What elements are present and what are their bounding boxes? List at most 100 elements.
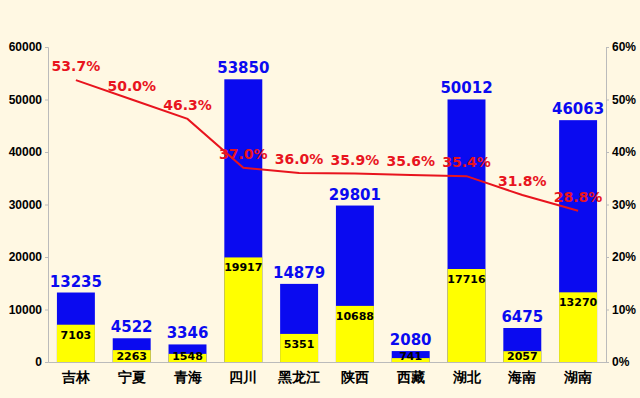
tick-label: 0% (612, 355, 630, 369)
data-label: 35.9% (331, 152, 380, 168)
data-label: 2263 (116, 350, 147, 363)
tick-mark (45, 205, 48, 206)
tick: 20000 (9, 250, 48, 264)
tick: 吉林 (61, 362, 91, 385)
data-label: 7103 (61, 329, 92, 342)
data-label: 29801 (329, 186, 381, 204)
axis-line (45, 48, 49, 363)
bar (113, 338, 151, 362)
tick-mark (45, 310, 48, 311)
data-label: 1548 (172, 350, 203, 363)
axis-line (607, 48, 610, 363)
tick-label: 30% (612, 198, 636, 212)
bar (280, 284, 318, 362)
data-label: 19917 (224, 261, 262, 274)
data-label: 31.8% (498, 173, 547, 189)
data-label: 46063 (552, 100, 604, 118)
data-label: 6475 (501, 308, 543, 326)
axis: 0100002000030000400005000060000 (9, 40, 49, 369)
bar (57, 325, 95, 362)
tick-label: 湖北 (452, 369, 482, 385)
tick: 0% (606, 355, 630, 369)
tick: 青海 (173, 362, 202, 385)
data-labels: 1323545223346538501487929801208050012647… (50, 58, 604, 363)
data-label: 741 (399, 350, 422, 363)
tick-label: 吉林 (61, 369, 91, 385)
tick: 湖北 (452, 362, 482, 385)
tick-label: 海南 (507, 369, 536, 385)
tick-mark (606, 257, 609, 258)
bar (448, 269, 486, 362)
tick: 50000 (9, 93, 48, 107)
tick-mark (606, 310, 609, 311)
tick: 四川 (229, 362, 257, 385)
tick-mark (45, 47, 48, 48)
data-label: 13235 (50, 273, 102, 291)
data-label: 13270 (559, 296, 598, 309)
tick-label: 60000 (9, 40, 43, 54)
tick: 30% (606, 198, 636, 212)
bar (224, 257, 262, 362)
data-label: 36.0% (275, 151, 324, 167)
tick-label: 宁夏 (118, 369, 146, 385)
axis: 0% 10% 20% 30% 40% 50% 60% (606, 40, 636, 369)
data-label: 28.8% (554, 189, 603, 205)
tick: 宁夏 (118, 362, 146, 385)
tick-mark (606, 152, 609, 153)
axis: 吉林 宁夏 青海 四川 黑龙江 陕西 西藏 湖北 海南 湖南 (49, 362, 607, 385)
line (76, 80, 578, 211)
tick: 20% (606, 250, 636, 264)
tick: 50% (606, 93, 636, 107)
tick-label: 50000 (9, 93, 43, 107)
tick: 湖南 (563, 362, 592, 385)
tick-label: 青海 (173, 369, 202, 385)
data-label: 4522 (111, 318, 153, 336)
tick: 黑龙江 (277, 362, 320, 385)
tick-label: 四川 (229, 369, 257, 385)
data-label: 50012 (440, 79, 492, 97)
data-label: 5351 (284, 338, 315, 351)
tick: 40% (606, 145, 636, 159)
data-label: 53850 (217, 59, 269, 77)
chart: 01000020000300004000050000600000%10%20%3… (0, 0, 640, 398)
data-label: 46.3% (163, 97, 212, 113)
tick-label: 30000 (9, 198, 43, 212)
bar (280, 334, 318, 362)
data-label: 35.6% (386, 153, 435, 169)
data-label: 17716 (447, 273, 486, 286)
tick-label: 40000 (9, 145, 43, 159)
tick-label: 60% (612, 40, 636, 54)
tick-label: 10000 (9, 303, 43, 317)
tick-label: 40% (612, 145, 636, 159)
tick-label: 50% (612, 93, 636, 107)
bar (113, 350, 151, 362)
data-label: 3346 (167, 324, 209, 342)
tick: 10000 (9, 303, 48, 317)
tick: 10% (606, 303, 636, 317)
bar (169, 344, 207, 362)
tick-label: 湖南 (563, 369, 592, 385)
tick-mark (45, 100, 48, 101)
tick-label: 10% (612, 303, 636, 317)
tick: 60000 (9, 40, 48, 54)
tick: 西藏 (396, 362, 425, 385)
tick: 60% (606, 40, 636, 54)
tick-mark (606, 47, 609, 48)
tick-mark (45, 257, 48, 258)
bar (224, 79, 262, 362)
tick-mark (606, 100, 609, 101)
tick-mark (606, 205, 609, 206)
tick-label: 20% (612, 250, 636, 264)
data-label: 10688 (336, 310, 374, 323)
bar (559, 120, 597, 362)
bar (336, 206, 374, 362)
background (0, 0, 640, 398)
tick: 陕西 (341, 362, 369, 385)
data-label: 50.0% (107, 78, 156, 94)
data-label: 35.4% (442, 154, 491, 170)
tick-label: 黑龙江 (277, 369, 320, 385)
tick-label: 西藏 (396, 369, 425, 385)
bar (336, 306, 374, 362)
tick-label: 20000 (9, 250, 43, 264)
data-label: 14879 (273, 264, 325, 282)
